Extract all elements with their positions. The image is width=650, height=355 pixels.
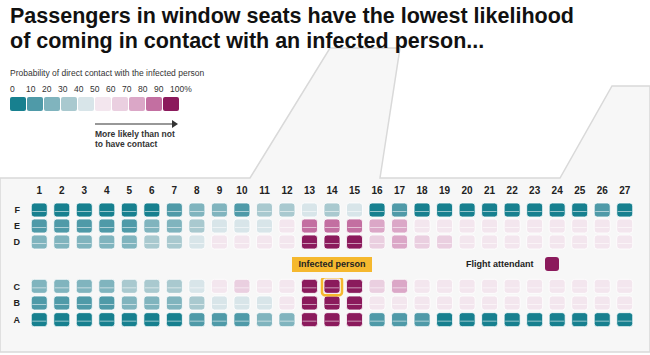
svg-text:11: 11 [259, 185, 270, 196]
svg-text:D: D [14, 237, 21, 247]
svg-text:4: 4 [104, 185, 110, 196]
svg-text:50: 50 [90, 84, 100, 94]
svg-text:16: 16 [371, 185, 383, 196]
svg-text:25: 25 [574, 185, 586, 196]
svg-text:90: 90 [154, 84, 164, 94]
svg-text:A: A [14, 315, 21, 325]
svg-text:to have contact: to have contact [95, 139, 158, 149]
svg-text:14: 14 [326, 185, 338, 196]
svg-text:Probability of direct contact: Probability of direct contact with the i… [10, 68, 204, 78]
svg-text:40: 40 [74, 84, 84, 94]
svg-text:18: 18 [417, 185, 429, 196]
svg-text:20: 20 [42, 84, 52, 94]
svg-text:More likely than not: More likely than not [95, 129, 175, 139]
svg-text:22: 22 [507, 185, 519, 196]
svg-text:7: 7 [172, 185, 178, 196]
svg-text:2: 2 [59, 185, 65, 196]
svg-text:30: 30 [58, 84, 68, 94]
svg-text:8: 8 [194, 185, 200, 196]
svg-text:23: 23 [529, 185, 541, 196]
svg-text:19: 19 [439, 185, 451, 196]
svg-text:12: 12 [281, 185, 293, 196]
svg-text:5: 5 [127, 185, 133, 196]
svg-text:0: 0 [10, 84, 15, 94]
svg-text:17: 17 [394, 185, 406, 196]
svg-text:70: 70 [122, 84, 132, 94]
svg-text:20: 20 [462, 185, 474, 196]
svg-text:60: 60 [106, 84, 116, 94]
svg-text:C: C [14, 282, 21, 292]
svg-text:10: 10 [236, 185, 248, 196]
svg-text:21: 21 [484, 185, 496, 196]
html-text:Flight attendant: Flight attendant [466, 259, 534, 269]
svg-text:9: 9 [217, 185, 223, 196]
svg-text:1: 1 [36, 185, 42, 196]
svg-text:26: 26 [597, 185, 609, 196]
svg-text:24: 24 [552, 185, 564, 196]
svg-text:E: E [14, 221, 20, 231]
svg-text:80: 80 [138, 84, 148, 94]
svg-text:F: F [15, 205, 21, 215]
svg-text:B: B [14, 298, 21, 308]
svg-text:27: 27 [619, 185, 631, 196]
svg-text:13: 13 [304, 185, 316, 196]
svg-text:6: 6 [149, 185, 155, 196]
svg-text:3: 3 [82, 185, 88, 196]
svg-text:100%: 100% [170, 84, 192, 94]
svg-text:10: 10 [26, 84, 36, 94]
svg-text:15: 15 [349, 185, 361, 196]
html-text:Infected person: Infected person [298, 259, 366, 269]
html-text:Passengers in window seats hav: Passengers in window seats have the lowe… [10, 4, 574, 53]
